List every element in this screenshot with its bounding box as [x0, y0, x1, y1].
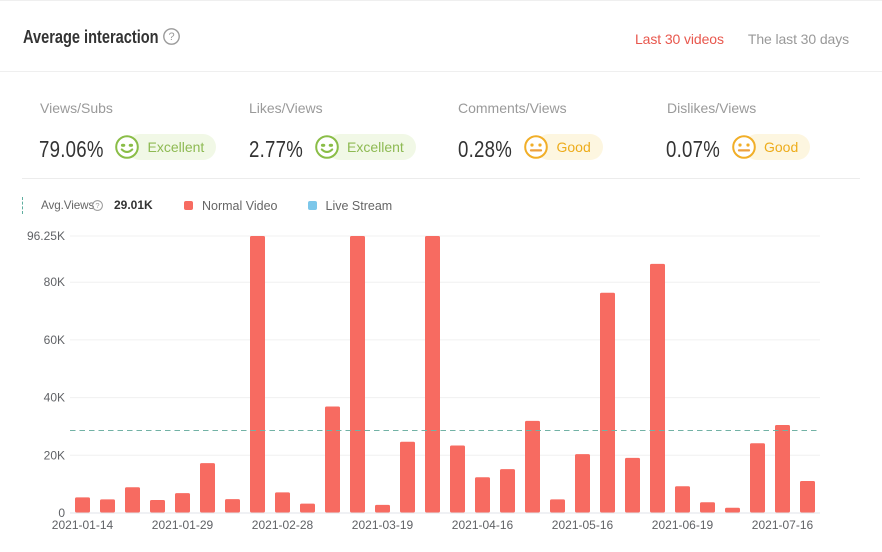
svg-text:2021-06-19: 2021-06-19	[652, 518, 714, 532]
svg-text:2021-05-16: 2021-05-16	[552, 518, 614, 532]
svg-text:0: 0	[58, 506, 65, 520]
svg-text:2021-03-19: 2021-03-19	[352, 518, 414, 532]
svg-text:80K: 80K	[44, 275, 65, 289]
svg-text:2021-01-29: 2021-01-29	[152, 518, 214, 532]
svg-text:40K: 40K	[44, 391, 65, 405]
svg-text:2021-01-14: 2021-01-14	[52, 518, 114, 532]
svg-text:?: ?	[95, 201, 99, 210]
svg-text:96.25K: 96.25K	[27, 229, 65, 243]
svg-text:2021-04-16: 2021-04-16	[452, 518, 514, 532]
svg-text:?: ?	[168, 31, 174, 43]
svg-text:60K: 60K	[44, 333, 65, 347]
svg-text:2021-02-28: 2021-02-28	[252, 518, 314, 532]
svg-text:20K: 20K	[44, 448, 65, 462]
svg-text:2021-07-16: 2021-07-16	[752, 518, 814, 532]
